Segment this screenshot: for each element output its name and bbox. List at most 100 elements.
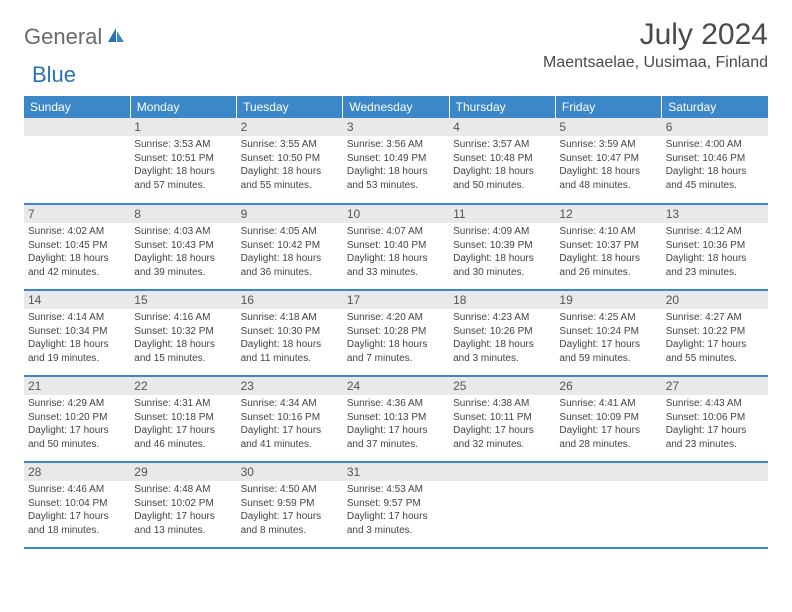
sunset-text: Sunset: 9:59 PM [241, 497, 339, 511]
daylight-text: Daylight: 18 hours and 48 minutes. [559, 165, 657, 192]
sunset-text: Sunset: 10:32 PM [134, 325, 232, 339]
calendar-cell: 7Sunrise: 4:02 AMSunset: 10:45 PMDayligh… [24, 204, 130, 290]
day-header: Thursday [449, 96, 555, 118]
month-title: July 2024 [543, 18, 768, 52]
day-header: Sunday [24, 96, 130, 118]
day-info: Sunrise: 4:02 AMSunset: 10:45 PMDaylight… [24, 223, 130, 281]
sunset-text: Sunset: 10:11 PM [453, 411, 551, 425]
daylight-text: Daylight: 18 hours and 30 minutes. [453, 252, 551, 279]
day-header: Monday [130, 96, 236, 118]
sunrise-text: Sunrise: 4:12 AM [666, 225, 764, 239]
logo-text-blue: Blue [32, 62, 76, 88]
day-info: Sunrise: 3:59 AMSunset: 10:47 PMDaylight… [555, 136, 661, 194]
daylight-text: Daylight: 18 hours and 50 minutes. [453, 165, 551, 192]
calendar-cell: 24Sunrise: 4:36 AMSunset: 10:13 PMDaylig… [343, 376, 449, 462]
calendar-cell: 12Sunrise: 4:10 AMSunset: 10:37 PMDaylig… [555, 204, 661, 290]
day-info: Sunrise: 4:09 AMSunset: 10:39 PMDaylight… [449, 223, 555, 281]
day-info: Sunrise: 4:23 AMSunset: 10:26 PMDaylight… [449, 309, 555, 367]
day-info: Sunrise: 4:46 AMSunset: 10:04 PMDaylight… [24, 481, 130, 539]
calendar-week: 21Sunrise: 4:29 AMSunset: 10:20 PMDaylig… [24, 376, 768, 462]
day-info: Sunrise: 4:29 AMSunset: 10:20 PMDaylight… [24, 395, 130, 453]
calendar-cell: 2Sunrise: 3:55 AMSunset: 10:50 PMDayligh… [237, 118, 343, 204]
sunset-text: Sunset: 9:57 PM [347, 497, 445, 511]
sunrise-text: Sunrise: 4:53 AM [347, 483, 445, 497]
sunrise-text: Sunrise: 4:05 AM [241, 225, 339, 239]
daylight-text: Daylight: 18 hours and 57 minutes. [134, 165, 232, 192]
day-info: Sunrise: 4:14 AMSunset: 10:34 PMDaylight… [24, 309, 130, 367]
calendar-cell: 21Sunrise: 4:29 AMSunset: 10:20 PMDaylig… [24, 376, 130, 462]
daylight-text: Daylight: 18 hours and 23 minutes. [666, 252, 764, 279]
day-number: 10 [343, 205, 449, 223]
day-number [449, 463, 555, 481]
logo-text-gray: General [24, 24, 102, 50]
day-info: Sunrise: 4:05 AMSunset: 10:42 PMDaylight… [237, 223, 343, 281]
daylight-text: Daylight: 17 hours and 8 minutes. [241, 510, 339, 537]
daylight-text: Daylight: 18 hours and 45 minutes. [666, 165, 764, 192]
daylight-text: Daylight: 17 hours and 28 minutes. [559, 424, 657, 451]
sunrise-text: Sunrise: 4:41 AM [559, 397, 657, 411]
calendar-cell: 9Sunrise: 4:05 AMSunset: 10:42 PMDayligh… [237, 204, 343, 290]
day-number: 4 [449, 118, 555, 136]
sunrise-text: Sunrise: 4:25 AM [559, 311, 657, 325]
sunset-text: Sunset: 10:13 PM [347, 411, 445, 425]
daylight-text: Daylight: 18 hours and 39 minutes. [134, 252, 232, 279]
sunrise-text: Sunrise: 4:02 AM [28, 225, 126, 239]
day-header-row: SundayMondayTuesdayWednesdayThursdayFrid… [24, 96, 768, 118]
sunrise-text: Sunrise: 4:36 AM [347, 397, 445, 411]
calendar-cell: 5Sunrise: 3:59 AMSunset: 10:47 PMDayligh… [555, 118, 661, 204]
daylight-text: Daylight: 17 hours and 37 minutes. [347, 424, 445, 451]
sunrise-text: Sunrise: 4:03 AM [134, 225, 232, 239]
day-number: 29 [130, 463, 236, 481]
day-info: Sunrise: 3:53 AMSunset: 10:51 PMDaylight… [130, 136, 236, 194]
sunrise-text: Sunrise: 4:31 AM [134, 397, 232, 411]
sunrise-text: Sunrise: 4:18 AM [241, 311, 339, 325]
day-number [662, 463, 768, 481]
daylight-text: Daylight: 17 hours and 3 minutes. [347, 510, 445, 537]
calendar-cell: 25Sunrise: 4:38 AMSunset: 10:11 PMDaylig… [449, 376, 555, 462]
calendar-cell: 10Sunrise: 4:07 AMSunset: 10:40 PMDaylig… [343, 204, 449, 290]
calendar-cell-empty [662, 462, 768, 548]
day-number: 17 [343, 291, 449, 309]
calendar-cell: 28Sunrise: 4:46 AMSunset: 10:04 PMDaylig… [24, 462, 130, 548]
day-number: 2 [237, 118, 343, 136]
day-number: 16 [237, 291, 343, 309]
sunset-text: Sunset: 10:51 PM [134, 152, 232, 166]
day-number: 1 [130, 118, 236, 136]
calendar-body: 1Sunrise: 3:53 AMSunset: 10:51 PMDayligh… [24, 118, 768, 548]
day-info: Sunrise: 4:20 AMSunset: 10:28 PMDaylight… [343, 309, 449, 367]
sunset-text: Sunset: 10:22 PM [666, 325, 764, 339]
day-info: Sunrise: 3:57 AMSunset: 10:48 PMDaylight… [449, 136, 555, 194]
day-info: Sunrise: 4:12 AMSunset: 10:36 PMDaylight… [662, 223, 768, 281]
day-number: 14 [24, 291, 130, 309]
calendar-cell: 11Sunrise: 4:09 AMSunset: 10:39 PMDaylig… [449, 204, 555, 290]
day-info: Sunrise: 4:50 AMSunset: 9:59 PMDaylight:… [237, 481, 343, 539]
sunrise-text: Sunrise: 4:07 AM [347, 225, 445, 239]
sunrise-text: Sunrise: 4:38 AM [453, 397, 551, 411]
sunset-text: Sunset: 10:16 PM [241, 411, 339, 425]
day-info: Sunrise: 4:38 AMSunset: 10:11 PMDaylight… [449, 395, 555, 453]
sunset-text: Sunset: 10:42 PM [241, 239, 339, 253]
day-number: 20 [662, 291, 768, 309]
sunrise-text: Sunrise: 4:29 AM [28, 397, 126, 411]
calendar-cell: 15Sunrise: 4:16 AMSunset: 10:32 PMDaylig… [130, 290, 236, 376]
day-number: 19 [555, 291, 661, 309]
daylight-text: Daylight: 18 hours and 55 minutes. [241, 165, 339, 192]
calendar-cell: 29Sunrise: 4:48 AMSunset: 10:02 PMDaylig… [130, 462, 236, 548]
sunrise-text: Sunrise: 3:55 AM [241, 138, 339, 152]
daylight-text: Daylight: 18 hours and 15 minutes. [134, 338, 232, 365]
day-number: 23 [237, 377, 343, 395]
sunrise-text: Sunrise: 4:10 AM [559, 225, 657, 239]
day-number: 3 [343, 118, 449, 136]
calendar-cell: 30Sunrise: 4:50 AMSunset: 9:59 PMDayligh… [237, 462, 343, 548]
day-number: 27 [662, 377, 768, 395]
day-info: Sunrise: 4:41 AMSunset: 10:09 PMDaylight… [555, 395, 661, 453]
day-number: 24 [343, 377, 449, 395]
day-info: Sunrise: 3:55 AMSunset: 10:50 PMDaylight… [237, 136, 343, 194]
calendar-cell: 19Sunrise: 4:25 AMSunset: 10:24 PMDaylig… [555, 290, 661, 376]
sunrise-text: Sunrise: 4:43 AM [666, 397, 764, 411]
daylight-text: Daylight: 18 hours and 42 minutes. [28, 252, 126, 279]
day-header: Tuesday [237, 96, 343, 118]
day-info: Sunrise: 4:36 AMSunset: 10:13 PMDaylight… [343, 395, 449, 453]
daylight-text: Daylight: 18 hours and 53 minutes. [347, 165, 445, 192]
day-info: Sunrise: 4:16 AMSunset: 10:32 PMDaylight… [130, 309, 236, 367]
